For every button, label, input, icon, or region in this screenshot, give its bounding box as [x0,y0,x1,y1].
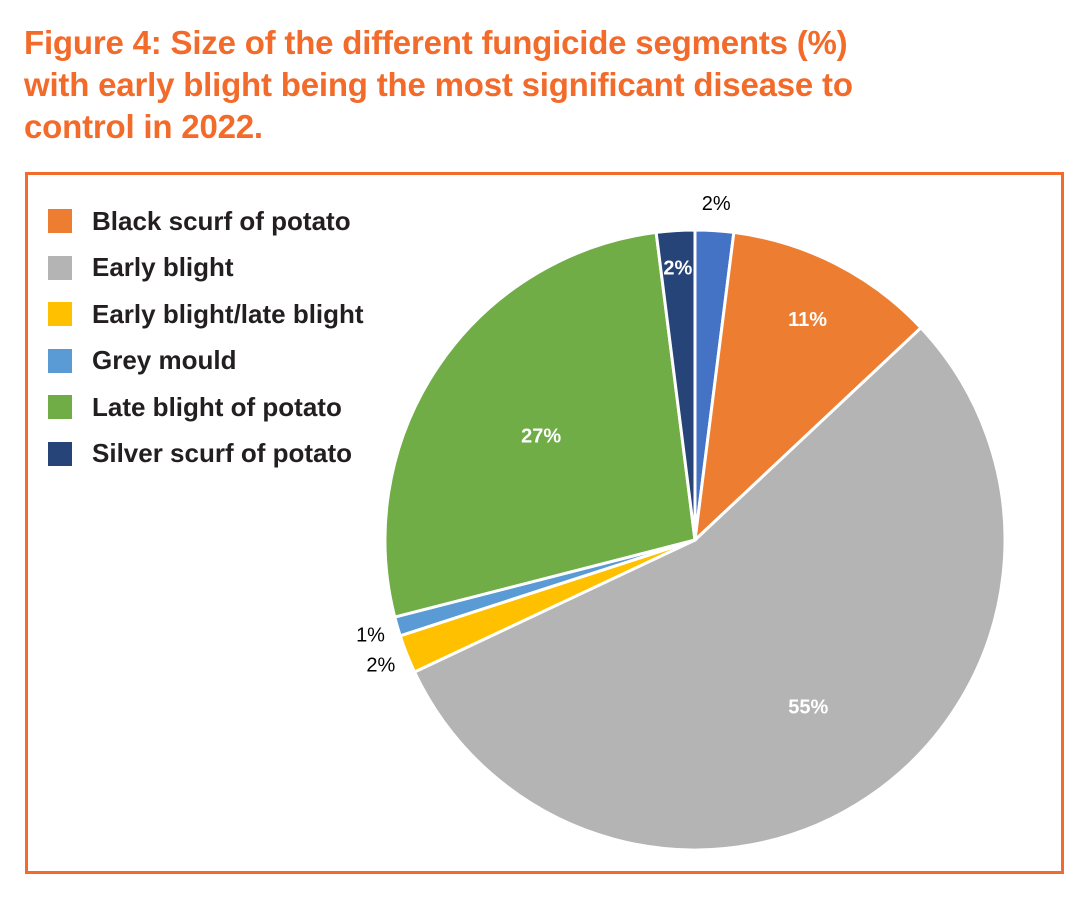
legend-swatch [48,209,72,234]
legend-item: Black scurf of potato [48,198,364,245]
legend-label: Grey mould [92,345,237,376]
data-label: 2% [366,654,395,676]
data-label: 27% [521,425,561,447]
data-label: 1% [356,624,385,646]
legend-label: Black scurf of potato [92,205,351,236]
legend-label: Early blight [92,252,234,283]
legend-item: Grey mould [48,338,364,385]
legend-swatch [48,348,72,373]
legend-item: Early blight/late blight [48,291,364,338]
legend-swatch [48,441,72,466]
title-line: control in 2022. [24,108,263,145]
title-line: with early blight being the most signifi… [24,66,853,103]
data-label: 55% [788,697,828,719]
legend-swatch [48,255,72,280]
legend-swatch [48,302,72,327]
legend-label: Late blight of potato [92,391,342,422]
legend-label: Silver scurf of potato [92,438,353,469]
legend-label: Early blight/late blight [92,298,364,329]
legend: Black scurf of potato Early blight Early b… [48,198,364,477]
legend-item: Silver scurf of potato [48,431,364,478]
legend-swatch [48,395,72,420]
title-line: Figure 4: Size of the different fungicid… [24,24,848,61]
pie-slice [412,325,1007,852]
legend-item: Late blight of potato [48,384,364,431]
data-label: 2% [702,193,731,215]
figure-title: Figure 4: Size of the different fungicid… [24,22,1074,148]
legend-item: Early blight [48,245,364,292]
data-label: 11% [788,309,827,331]
pie-slice [654,228,697,541]
pie-slice [692,230,924,544]
pie-slice [383,230,697,619]
data-label: 2% [663,258,692,280]
chart-frame [25,172,1064,874]
